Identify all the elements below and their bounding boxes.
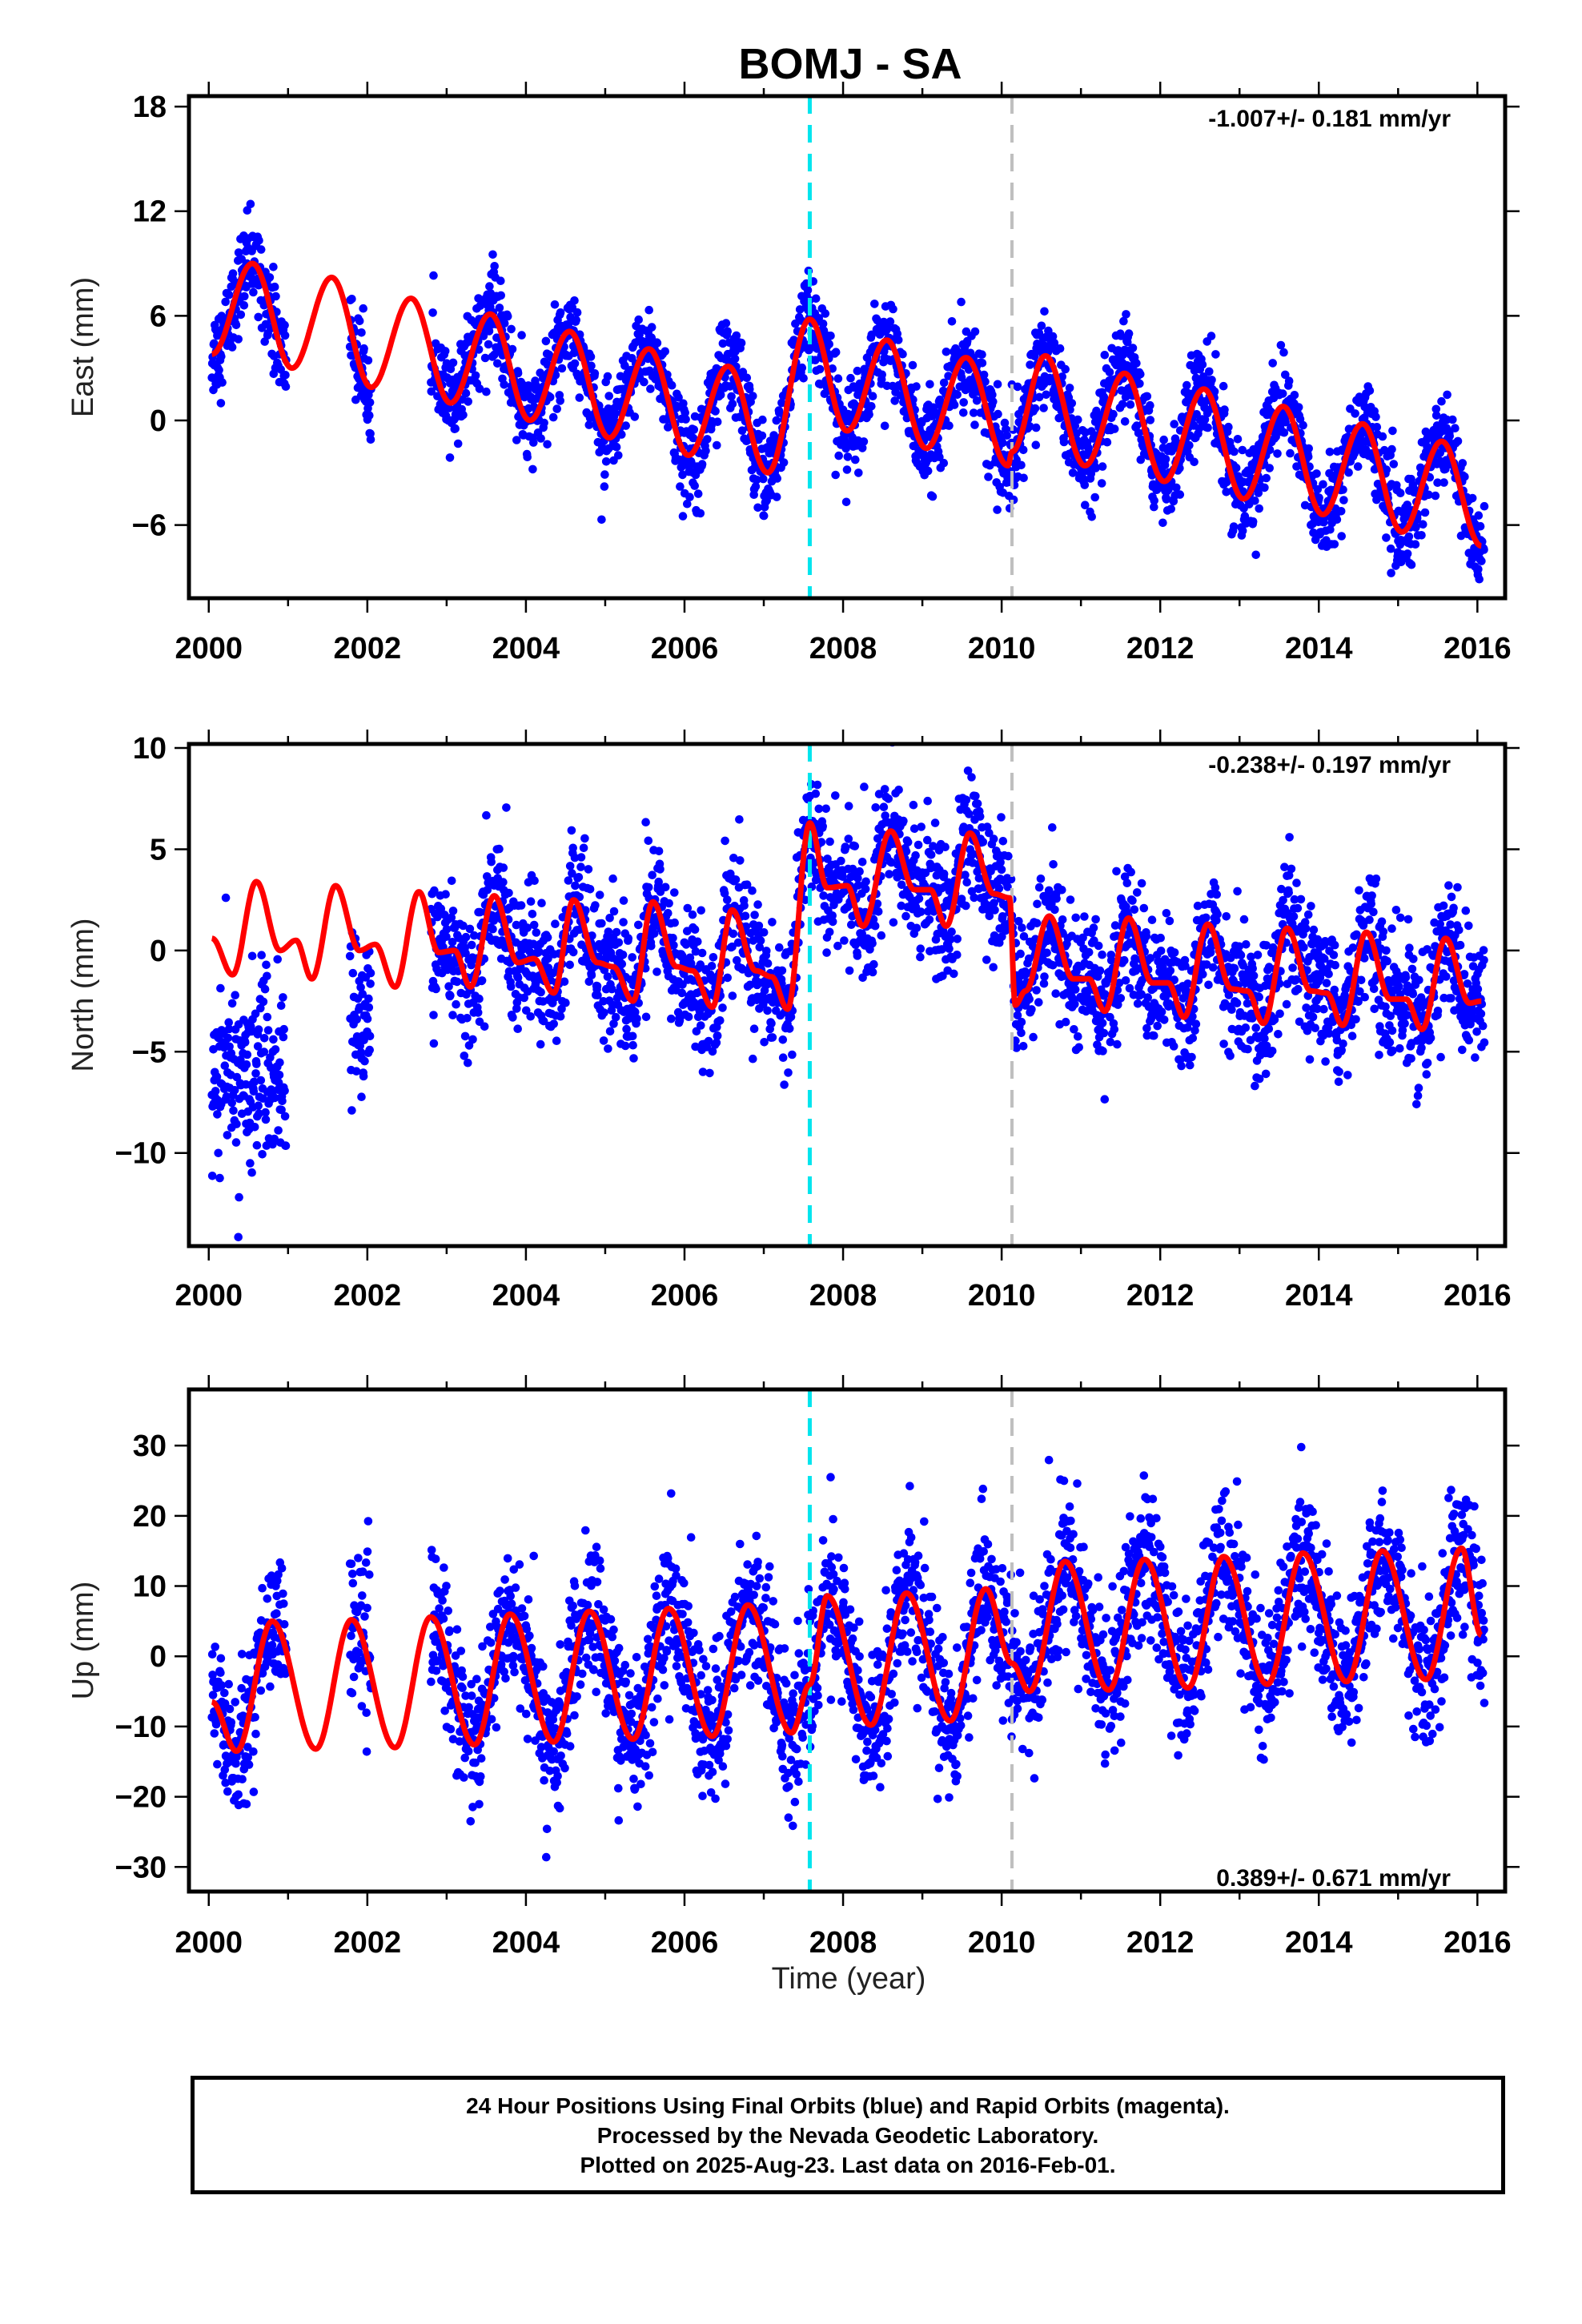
model-curve bbox=[210, 820, 1484, 1032]
x-tick-label: 2014 bbox=[1285, 1279, 1353, 1313]
velocity-annotation-east: -1.007+/- 0.181 mm/yr bbox=[1208, 106, 1451, 132]
x-tick-label: 2016 bbox=[1443, 1926, 1512, 1960]
y-tick-label: 12 bbox=[133, 195, 167, 229]
y-tick-label: −5 bbox=[132, 1035, 167, 1069]
plot-frame bbox=[187, 94, 1508, 601]
x-tick-label: 2016 bbox=[1443, 632, 1512, 665]
x-tick-label: 2014 bbox=[1285, 1926, 1353, 1960]
y-tick-label: 5 bbox=[150, 833, 167, 866]
y-tick-label: 0 bbox=[150, 935, 167, 968]
x-tick-label: 2012 bbox=[1126, 1279, 1195, 1313]
scatter-points bbox=[207, 744, 1489, 1242]
model-curve bbox=[210, 1545, 1484, 1755]
chart-title: BOMJ - SA bbox=[738, 40, 962, 88]
footer-line-2: Processed by the Nevada Geodetic Laborat… bbox=[596, 2123, 1099, 2148]
x-tick-label: 2006 bbox=[651, 632, 719, 665]
model-curve bbox=[210, 260, 1484, 549]
footer-box: 24 Hour Positions Using Final Orbits (bl… bbox=[191, 2076, 1505, 2194]
x-tick-label: 2010 bbox=[968, 1926, 1036, 1960]
x-tick-label: 2012 bbox=[1126, 632, 1195, 665]
velocity-annotation-north: -0.238+/- 0.197 mm/yr bbox=[1208, 752, 1451, 778]
x-tick-label: 2010 bbox=[968, 632, 1036, 665]
y-axis-label-up: Up (mm) bbox=[66, 1582, 100, 1700]
plot-frame bbox=[187, 1387, 1508, 1894]
x-tick-label: 2008 bbox=[809, 1279, 877, 1313]
y-tick-label: −10 bbox=[115, 1137, 167, 1171]
x-tick-label: 2002 bbox=[334, 632, 402, 665]
y-tick-label: 6 bbox=[150, 300, 167, 333]
x-tick-label: 2012 bbox=[1126, 1926, 1195, 1960]
x-tick-label: 2010 bbox=[968, 1279, 1036, 1313]
x-tick-label: 2004 bbox=[492, 1926, 560, 1960]
y-tick-label: −6 bbox=[132, 509, 167, 543]
x-tick-label: 2014 bbox=[1285, 632, 1353, 665]
y-tick-label: 0 bbox=[150, 404, 167, 438]
x-axis-label: Time (year) bbox=[772, 1962, 926, 1996]
y-tick-label: −20 bbox=[115, 1781, 167, 1815]
x-tick-label: 2000 bbox=[175, 1279, 243, 1313]
x-tick-label: 2002 bbox=[334, 1279, 402, 1313]
footer-line-3: Plotted on 2025-Aug-23. Last data on 201… bbox=[580, 2153, 1116, 2177]
y-axis-label-north: North (mm) bbox=[66, 918, 100, 1072]
panel-east: 2000 2002 2004 2006 2008 2010 2012 2014 2016 −6 0 6… bbox=[66, 82, 1520, 665]
x-tick-label: 2008 bbox=[809, 1926, 877, 1960]
y-tick-label: 10 bbox=[133, 1570, 167, 1604]
x-tick-label: 2000 bbox=[175, 632, 243, 665]
y-tick-label: 20 bbox=[133, 1500, 167, 1534]
y-tick-label: −30 bbox=[115, 1851, 167, 1884]
x-tick-label: 2004 bbox=[492, 1279, 560, 1313]
x-tick-label: 2016 bbox=[1443, 1279, 1512, 1313]
x-tick-label: 2006 bbox=[651, 1926, 719, 1960]
y-tick-label: 10 bbox=[133, 732, 167, 766]
y-tick-label: 18 bbox=[133, 90, 167, 124]
plot-frame bbox=[187, 742, 1508, 1248]
scatter-points bbox=[207, 199, 1489, 584]
footer-line-1: 24 Hour Positions Using Final Orbits (bl… bbox=[466, 2093, 1230, 2118]
velocity-annotation-up: 0.389+/- 0.671 mm/yr bbox=[1216, 1865, 1451, 1892]
x-tick-label: 2004 bbox=[492, 632, 560, 665]
x-tick-label: 2000 bbox=[175, 1926, 243, 1960]
y-tick-label: 30 bbox=[133, 1429, 167, 1463]
y-axis-label-east: East (mm) bbox=[66, 277, 100, 417]
y-tick-label: −10 bbox=[115, 1711, 167, 1744]
x-tick-label: 2008 bbox=[809, 632, 877, 665]
panel-north: 2000 2002 2004 2006 2008 2010 2012 2014 2016 −10 −… bbox=[66, 730, 1520, 1313]
x-tick-label: 2002 bbox=[334, 1926, 402, 1960]
x-tick-label: 2006 bbox=[651, 1279, 719, 1313]
panel-up: 2000 2002 2004 2006 2008 2010 2012 2014 2016−30−… bbox=[66, 1375, 1520, 1960]
y-tick-label: 0 bbox=[150, 1640, 167, 1674]
